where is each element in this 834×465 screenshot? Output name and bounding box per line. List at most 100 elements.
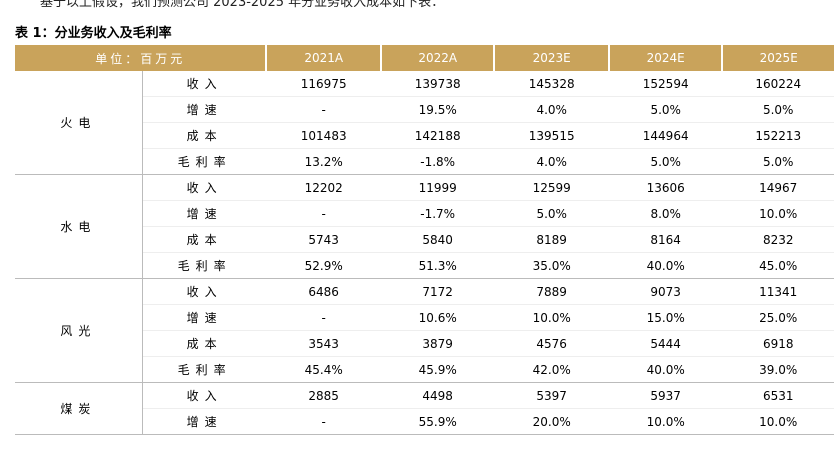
value-cell: 14967 [722, 174, 834, 201]
metric-cell: 增速 [142, 408, 267, 435]
value-cell: 6918 [722, 330, 834, 357]
value-cell: - [266, 408, 381, 435]
value-cell: 5.0% [722, 148, 834, 175]
value-cell: 152213 [722, 122, 834, 149]
value-cell: 144964 [608, 122, 723, 149]
row: 毛利率 52.9% 51.3% 35.0% 40.0% 45.0% [15, 252, 834, 279]
metric-cell: 成本 [142, 226, 267, 253]
value-cell: - [266, 200, 381, 227]
value-cell: 10.0% [722, 408, 834, 435]
metric-cell: 收入 [142, 71, 267, 97]
value-cell: 35.0% [494, 252, 609, 279]
value-cell: 116975 [266, 71, 381, 97]
table: 单位：百万元 2021A 2022A 2023E 2024E 2025E 火电 收入 1169… [15, 45, 834, 435]
header-cell: 2023E [493, 45, 609, 71]
header-cell: 2025E [721, 45, 834, 71]
value-cell: 142188 [380, 122, 495, 149]
metric-cell: 毛利率 [142, 252, 267, 279]
value-cell: 12202 [266, 174, 381, 201]
value-cell: -1.7% [380, 200, 495, 227]
value-cell: 8.0% [608, 200, 723, 227]
value-cell: 45.9% [380, 356, 495, 383]
value-cell: 5444 [608, 330, 723, 357]
value-cell: 5840 [380, 226, 495, 253]
metric-cell: 成本 [142, 122, 267, 149]
value-cell: 8189 [494, 226, 609, 253]
value-cell: 13606 [608, 174, 723, 201]
header-cell: 2022A [379, 45, 495, 71]
metric-cell: 增速 [142, 200, 267, 227]
row: 增速 -19.5% 4.0% 5.0% 5.0% [15, 96, 834, 123]
value-cell: 6531 [722, 382, 834, 409]
value-cell: 10.6% [380, 304, 495, 331]
value-cell: 5397 [494, 382, 609, 409]
value-cell: 160224 [722, 71, 834, 97]
value-cell: 25.0% [722, 304, 834, 331]
value-cell: 7889 [494, 278, 609, 305]
value-cell: 4576 [494, 330, 609, 357]
value-cell: 145328 [494, 71, 609, 97]
table-title: 表 1：分业务收入及毛利率 [15, 26, 172, 41]
value-cell: 11341 [722, 278, 834, 305]
value-cell: 4.0% [494, 96, 609, 123]
value-cell: 3879 [380, 330, 495, 357]
row: 成本 101483 142188 139515 144964 152213 [15, 122, 834, 149]
value-cell: 101483 [266, 122, 381, 149]
value-cell: 10.0% [608, 408, 723, 435]
value-cell: 5937 [608, 382, 723, 409]
metric-cell: 毛利率 [142, 356, 267, 383]
metric-cell: 增速 [142, 304, 267, 331]
value-cell: 5.0% [608, 148, 723, 175]
row: 成本 5743 5840 8189 8164 8232 [15, 226, 834, 253]
value-cell: 5743 [266, 226, 381, 253]
row: 成本 3543 3879 4576 5444 6918 [15, 330, 834, 357]
value-cell: 2885 [266, 382, 381, 409]
value-cell: 20.0% [494, 408, 609, 435]
value-cell: 40.0% [608, 356, 723, 383]
value-cell: - [266, 96, 381, 123]
value-cell: - [266, 304, 381, 331]
row: 毛利率 45.4% 45.9% 42.0% 40.0% 39.0% [15, 356, 834, 383]
value-cell: 40.0% [608, 252, 723, 279]
value-cell: 9073 [608, 278, 723, 305]
value-cell: 11999 [380, 174, 495, 201]
value-cell: 45.0% [722, 252, 834, 279]
segment-cell: 水电 [15, 174, 143, 279]
row: 火电 收入 116975 139738 145328 152594 160224 [15, 71, 834, 175]
row: 毛利率 13.2% -1.8% 4.0% 5.0% 5.0% [15, 148, 834, 175]
metric-cell: 增速 [142, 96, 267, 123]
value-cell: 4.0% [494, 148, 609, 175]
value-cell: 42.0% [494, 356, 609, 383]
value-cell: 13.2% [266, 148, 381, 175]
header-cell: 2024E [607, 45, 723, 71]
value-cell: 6486 [266, 278, 381, 305]
metric-cell: 收入 [142, 382, 267, 409]
value-cell: 8164 [608, 226, 723, 253]
value-cell: 55.9% [380, 408, 495, 435]
row: 增速 -10.6% 10.0% 15.0% 25.0% [15, 304, 834, 331]
value-cell: 5.0% [494, 200, 609, 227]
header-row: 单位：百万元 2021A 2022A 2023E 2024E 2025E [15, 45, 834, 71]
value-cell: 4498 [380, 382, 495, 409]
row: 增速 - -1.7% 5.0% 8.0% 10.0% [15, 200, 834, 227]
metric-cell: 收入 [142, 174, 267, 201]
value-cell: 8232 [722, 226, 834, 253]
value-cell: 152594 [608, 71, 723, 97]
row: 风光 收入 6486 7172 7889 9073 11341 [15, 278, 834, 383]
header-cell: 2021A [265, 45, 381, 71]
value-cell: -1.8% [380, 148, 495, 175]
value-cell: 19.5% [380, 96, 495, 123]
value-cell: 10.0% [494, 304, 609, 331]
intro-text: 基于以上假设，我们预测公司 2023-2025 年分业务收入成本如下表： [40, 0, 445, 10]
row: 水电 收入 12202 11999 12599 13606 14967 [15, 174, 834, 279]
value-cell: 39.0% [722, 356, 834, 383]
value-cell: 5.0% [722, 96, 834, 123]
value-cell: 12599 [494, 174, 609, 201]
segment-cell: 火电 [15, 71, 143, 175]
value-cell: 7172 [380, 278, 495, 305]
segment-cell: 煤炭 [15, 382, 143, 435]
value-cell: 10.0% [722, 200, 834, 227]
metric-cell: 毛利率 [142, 148, 267, 175]
row: 煤炭 收入 2885 4498 5397 5937 6531 [15, 382, 834, 435]
